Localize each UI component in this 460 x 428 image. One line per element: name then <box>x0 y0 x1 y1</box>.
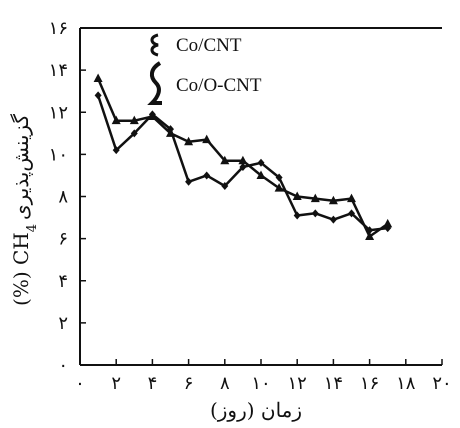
data-point <box>130 129 138 138</box>
legend-label: Co/O-CNT <box>176 75 262 96</box>
series-group <box>93 73 393 241</box>
data-point <box>129 115 139 125</box>
data-point <box>166 128 175 137</box>
data-point <box>185 177 193 186</box>
y-axis-title: (%) CH4 گزینش‌پذیری <box>9 114 40 306</box>
data-point <box>220 155 230 165</box>
legend-label: Co/CNT <box>176 35 242 56</box>
data-point <box>111 115 121 125</box>
y-tick-label: ۰ <box>58 355 68 376</box>
x-tick-label: ۱۰ <box>251 373 270 394</box>
x-tick-label: ۲۰ <box>432 373 451 394</box>
y-axis-title-subscript: 4 <box>25 224 40 232</box>
data-point <box>94 91 102 100</box>
y-axis-title-prefix: (%) CH <box>9 232 33 306</box>
x-tick-label: ۸ <box>220 373 230 394</box>
y-tick-label: ۲ <box>58 313 68 334</box>
data-point <box>292 191 302 200</box>
x-tick-label: ۱۸ <box>396 373 416 394</box>
x-tick-label: ۰ <box>75 373 85 394</box>
data-point <box>329 215 337 224</box>
data-point <box>112 146 120 155</box>
data-point <box>147 111 157 120</box>
y-tick-label: ۱۴ <box>49 60 68 81</box>
x-tick-label: ۱۶ <box>360 373 379 394</box>
data-point <box>310 193 320 203</box>
y-tick-label: ۱۰ <box>49 144 68 165</box>
legend-item: Co/O-CNT <box>147 61 262 105</box>
y-tick-label: ۴ <box>58 271 68 292</box>
data-point <box>383 218 393 228</box>
data-point <box>347 193 356 203</box>
data-point <box>275 173 283 182</box>
x-tick-label: ۱۲ <box>288 373 307 394</box>
data-point <box>238 155 248 165</box>
data-point <box>365 231 375 241</box>
y-tick-label: ۶ <box>58 229 68 250</box>
x-tick-label: ۴ <box>148 373 158 394</box>
data-point <box>257 158 265 167</box>
data-point <box>256 170 266 179</box>
legend: Co/CNT Co/O-CNT <box>147 33 262 105</box>
y-tick-label: ۸ <box>58 187 68 208</box>
data-point <box>348 209 355 218</box>
y-axis-title-suffix: گزینش‌پذیری <box>9 114 33 220</box>
data-point <box>184 136 194 146</box>
data-point <box>93 73 103 83</box>
data-point <box>328 195 338 205</box>
x-axis-title: زمان (روز) <box>210 398 302 422</box>
data-point <box>311 209 319 218</box>
series-1 <box>94 91 392 235</box>
legend-item: Co/CNT <box>150 33 242 57</box>
x-tick-label: ۶ <box>184 373 194 394</box>
data-point <box>239 163 247 172</box>
x-tick-label: ۱۴ <box>324 373 343 394</box>
series-2 <box>93 73 393 241</box>
data-point <box>203 171 211 180</box>
y-tick-label: ۱۶ <box>49 18 68 39</box>
x-tick-label: ۲ <box>111 373 121 394</box>
y-tick-label: ۱۲ <box>49 102 68 123</box>
data-point <box>274 183 284 192</box>
data-point <box>202 134 212 144</box>
tick-group: ۰ ۲ ۴ ۶ ۸ ۱۰ ۱۲ ۱۴ ۱۶ ۱۸ ۲۰ ۰ ۲ ۴ ۶ ۸ ۱۰ ۱۲ ۱۴ ۱۶ <box>49 18 452 394</box>
data-point <box>293 211 301 220</box>
legend-swatch <box>150 33 159 57</box>
legend-swatch <box>147 61 162 105</box>
data-point <box>221 181 229 190</box>
